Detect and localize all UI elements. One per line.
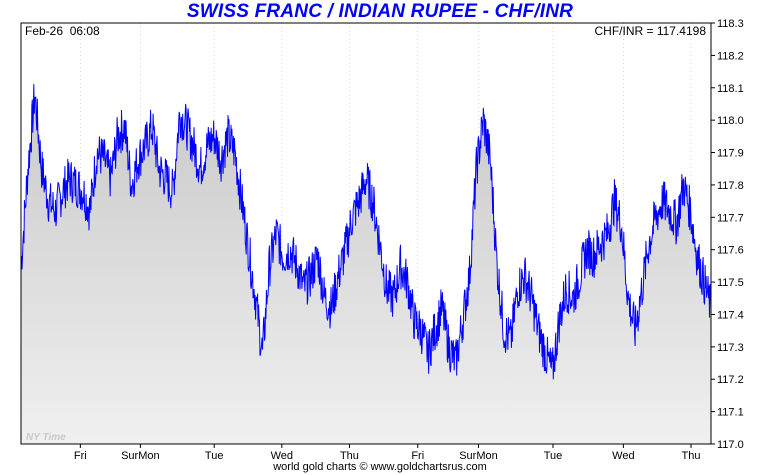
y-tick-label: 117.6 bbox=[717, 245, 744, 257]
x-axis: Fri SurMon Tue Wed Thu Fri SurMon Tue Wed Thu bbox=[74, 444, 701, 462]
y-axis: 117.0 117.1 117.2 117.3 117.4 117.5 117.6 117.7… bbox=[711, 18, 744, 451]
y-tick-label: 118.3 bbox=[717, 18, 744, 30]
y-tick-label: 118.0 bbox=[717, 115, 744, 127]
y-tick-label: 117.1 bbox=[717, 407, 744, 419]
timestamp-label: Feb-26 06:08 bbox=[25, 24, 100, 38]
current-quote-label: CHF/INR = 117.4198 bbox=[595, 24, 707, 38]
x-tick-label: Fri bbox=[411, 450, 424, 462]
y-tick-label: 118.2 bbox=[717, 50, 744, 62]
x-tick-label: Tue bbox=[544, 450, 563, 462]
x-tick-label: Thu bbox=[340, 450, 359, 462]
y-tick-label: 117.2 bbox=[717, 374, 744, 386]
y-tick-label: 117.7 bbox=[717, 212, 744, 224]
price-line bbox=[21, 84, 711, 380]
price-area bbox=[21, 84, 711, 444]
x-tick-label: Wed bbox=[271, 450, 293, 462]
y-tick-label: 117.9 bbox=[717, 148, 744, 160]
x-tick-label: SurMon bbox=[121, 450, 160, 462]
x-tick-label: Thu bbox=[682, 450, 701, 462]
y-tick-label: 117.5 bbox=[717, 277, 744, 289]
y-tick-label: 117.8 bbox=[717, 180, 744, 192]
footer-credit: world gold charts © www.goldchartsrus.co… bbox=[273, 461, 487, 473]
x-tick-label: SurMon bbox=[459, 450, 498, 462]
x-tick-label: Tue bbox=[205, 450, 224, 462]
watermark-label: NY Time bbox=[26, 432, 66, 443]
y-tick-label: 117.0 bbox=[717, 439, 744, 451]
y-tick-label: 117.4 bbox=[717, 309, 744, 321]
plot-frame bbox=[20, 22, 712, 445]
x-tick-label: Wed bbox=[612, 450, 634, 462]
chart-title: SWISS FRANC / INDIAN RUPEE - CHF/INR bbox=[186, 1, 574, 22]
y-tick-label: 118.1 bbox=[717, 83, 744, 95]
y-tick-label: 117.3 bbox=[717, 342, 744, 354]
x-tick-label: Fri bbox=[74, 450, 87, 462]
